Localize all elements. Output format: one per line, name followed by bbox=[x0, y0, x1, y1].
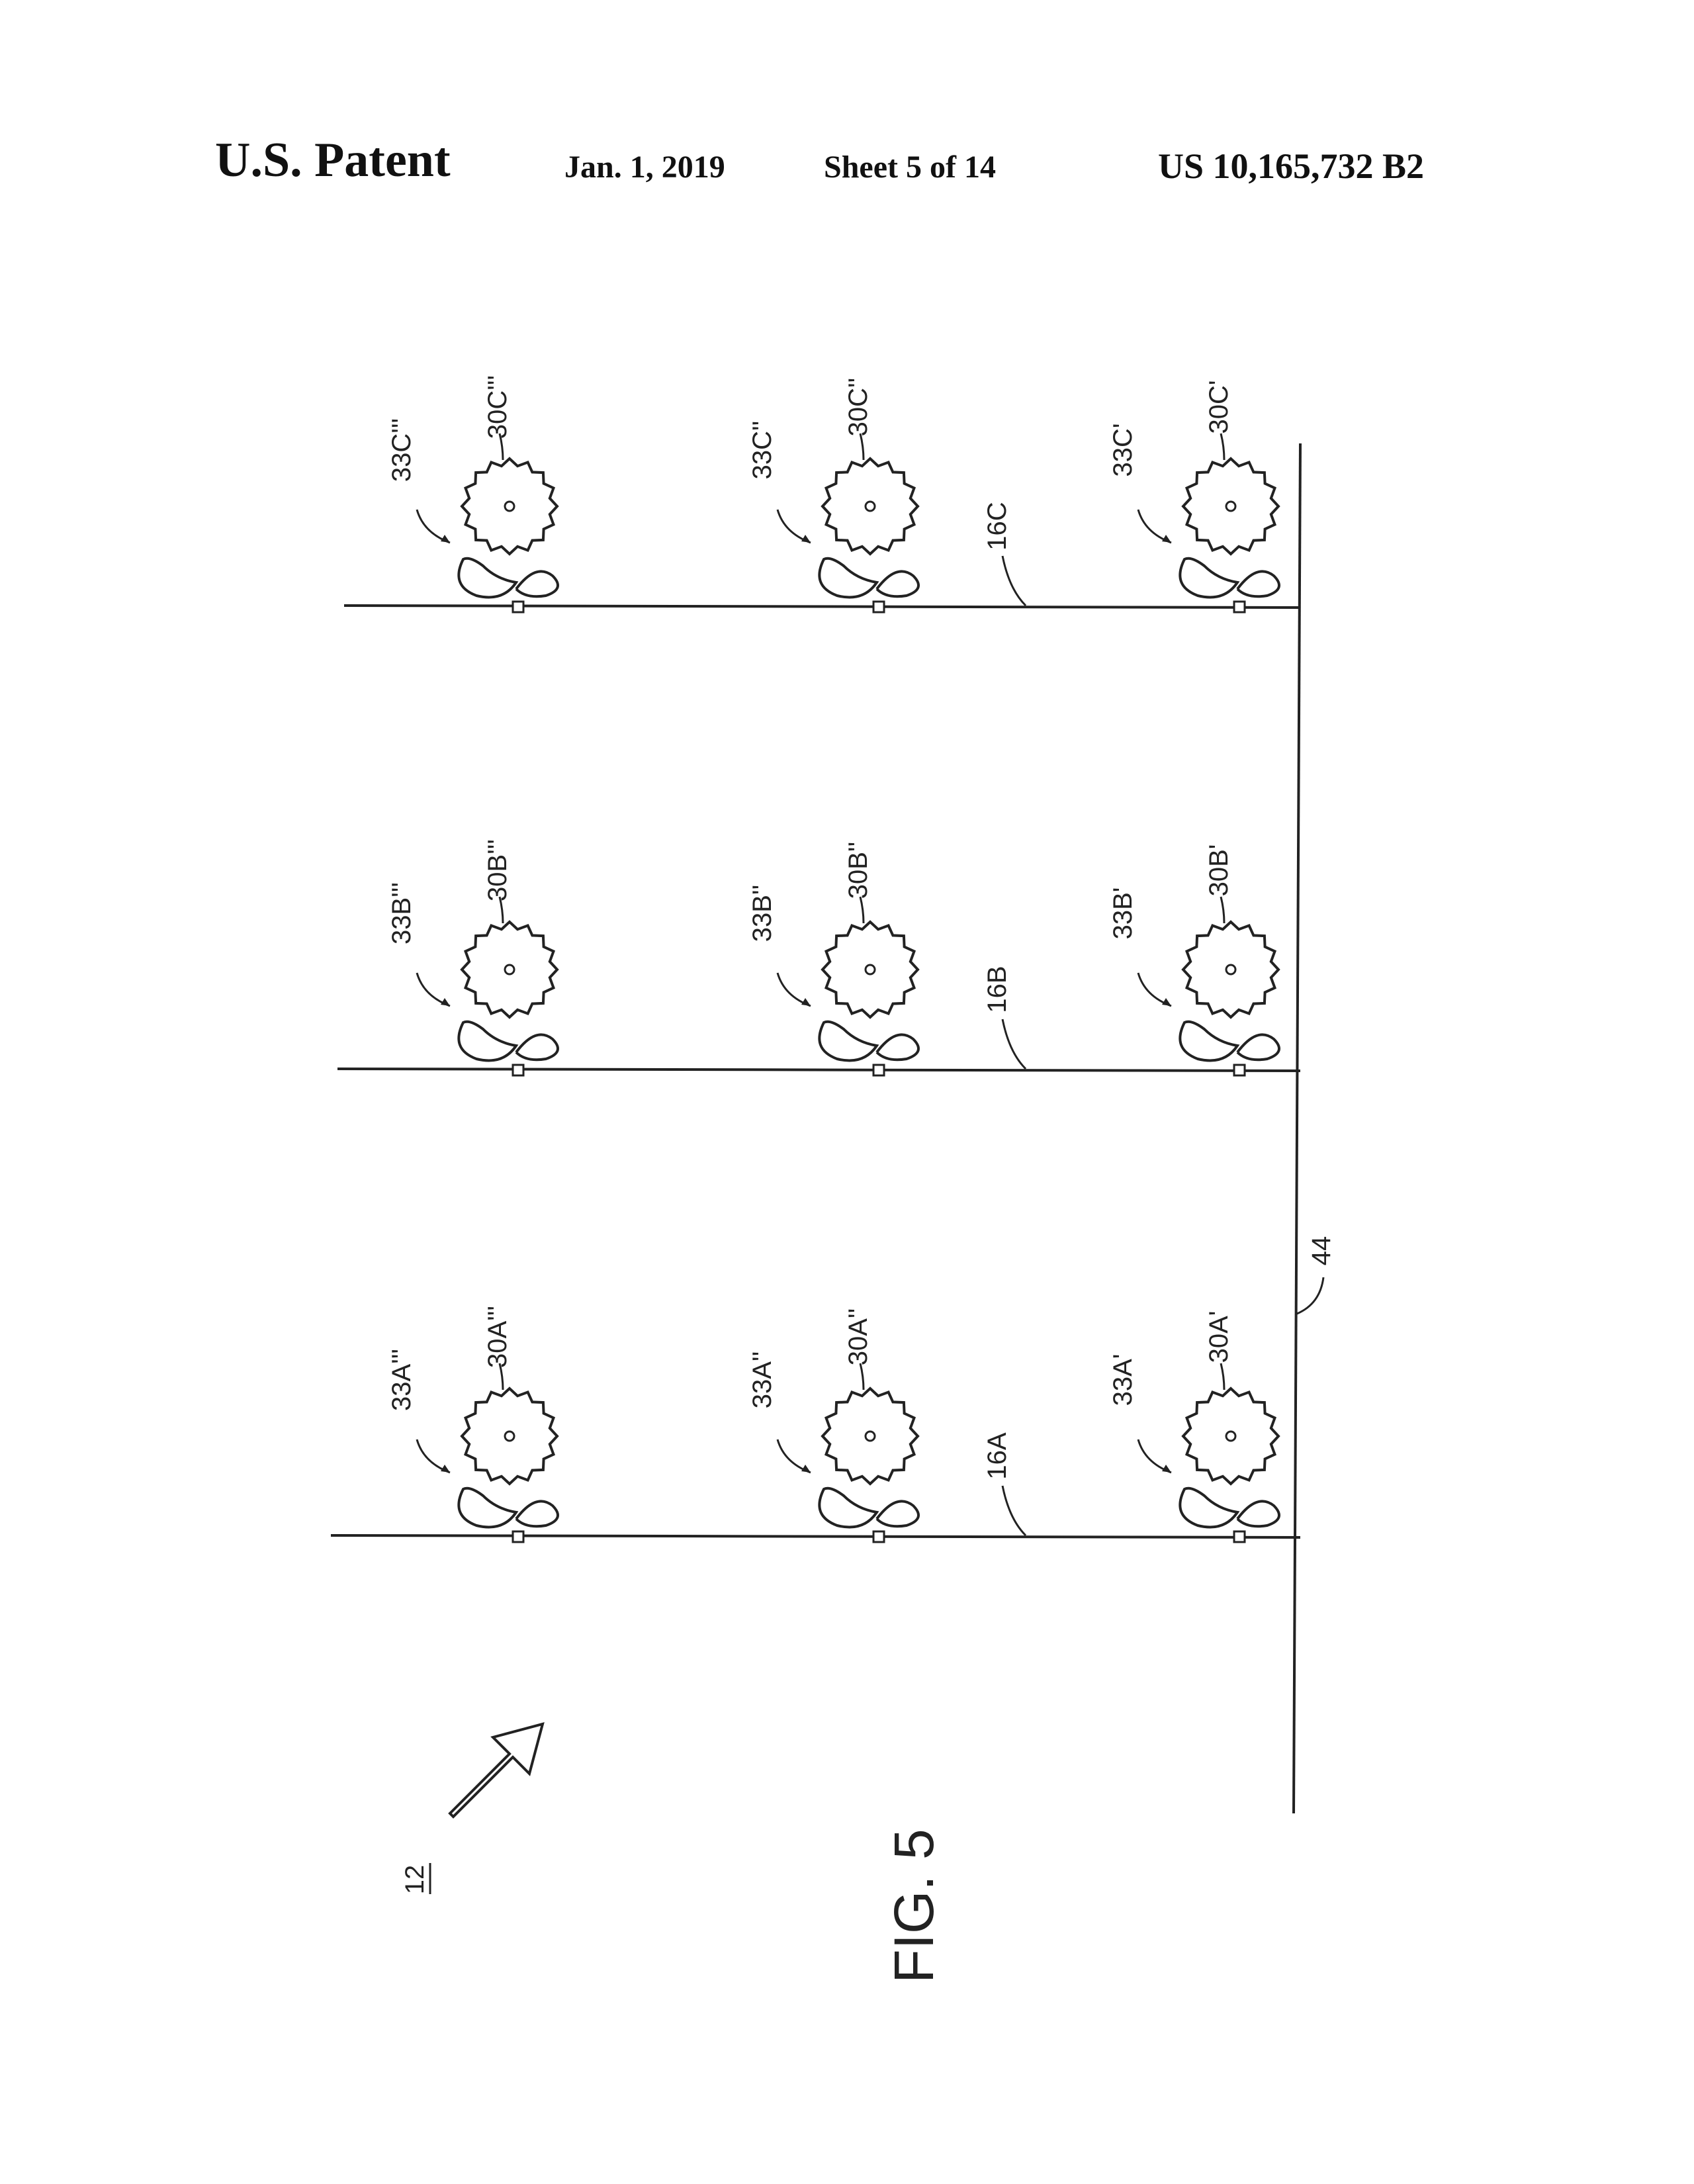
line-ref-label: 16C bbox=[983, 502, 1012, 550]
gear-hub bbox=[1226, 1432, 1235, 1441]
branch-line bbox=[337, 1069, 1300, 1071]
gear-label: 30C' bbox=[1204, 380, 1233, 433]
gear-hub bbox=[1226, 965, 1235, 974]
gear-label: 30A' bbox=[1204, 1311, 1233, 1363]
clip-shape bbox=[1180, 559, 1237, 598]
gear-icon bbox=[1183, 922, 1278, 1017]
branch-line bbox=[331, 1535, 1300, 1537]
connector bbox=[873, 1531, 884, 1542]
loop-shape bbox=[1237, 1034, 1279, 1060]
line-ref-leader bbox=[1003, 556, 1026, 606]
connector bbox=[1234, 1065, 1245, 1075]
gear-leader bbox=[1221, 1363, 1224, 1390]
connector bbox=[513, 1065, 523, 1075]
clip-shape bbox=[1180, 1022, 1237, 1061]
loop-shape bbox=[877, 1034, 918, 1060]
header-line-ref-leader bbox=[1297, 1277, 1323, 1314]
gear-leader bbox=[1221, 897, 1224, 923]
clip-label: 33A''' bbox=[387, 1349, 416, 1411]
header-line bbox=[1294, 443, 1300, 1813]
figure-caption: FIG. 5 bbox=[883, 1829, 945, 1983]
clip-label: 33A' bbox=[1108, 1354, 1137, 1406]
gear-label: 30A''' bbox=[483, 1306, 512, 1368]
gear-hub bbox=[866, 965, 875, 974]
gear-hub bbox=[1226, 502, 1235, 511]
gear-icon bbox=[462, 1388, 557, 1484]
loop-shape bbox=[1237, 571, 1279, 596]
gear-label: 30A'' bbox=[844, 1308, 873, 1365]
loop-shape bbox=[516, 571, 558, 596]
gear-icon bbox=[1183, 459, 1278, 554]
loop-shape bbox=[877, 1501, 918, 1526]
clip-shape bbox=[459, 1022, 516, 1061]
connector bbox=[1234, 602, 1245, 612]
line-ref-leader bbox=[1003, 1019, 1026, 1069]
emitter-unit bbox=[459, 459, 558, 612]
clip-label: 33B'' bbox=[748, 885, 777, 942]
line-ref-leader bbox=[1003, 1486, 1026, 1535]
loop-shape bbox=[516, 1034, 558, 1060]
gear-leader bbox=[1221, 433, 1224, 460]
connector bbox=[873, 602, 884, 612]
gear-label: 30C''' bbox=[483, 375, 512, 439]
emitter-unit bbox=[459, 922, 558, 1075]
assembly-ref-label: 12 bbox=[400, 1865, 429, 1895]
emitter-unit bbox=[819, 1388, 918, 1542]
gear-leader bbox=[860, 1363, 864, 1390]
clip-label: 33A'' bbox=[748, 1351, 777, 1408]
gear-label: 30B''' bbox=[483, 839, 512, 901]
line-ref-label: 16A bbox=[983, 1432, 1012, 1479]
gear-hub bbox=[505, 965, 514, 974]
gear-leader bbox=[860, 897, 864, 923]
emitter-unit bbox=[459, 1388, 558, 1542]
clip-shape bbox=[819, 1022, 877, 1061]
emitter-unit bbox=[1180, 922, 1279, 1075]
gear-icon bbox=[1183, 1388, 1278, 1484]
gear-hub bbox=[866, 1432, 875, 1441]
clip-shape bbox=[819, 559, 877, 598]
emitter-unit bbox=[819, 459, 918, 612]
gear-icon bbox=[823, 922, 918, 1017]
clip-label: 33B' bbox=[1108, 887, 1137, 940]
clip-shape bbox=[1180, 1488, 1237, 1527]
gear-label: 30B' bbox=[1204, 844, 1233, 897]
clip-shape bbox=[459, 559, 516, 598]
clip-label: 33B''' bbox=[387, 882, 416, 944]
loop-shape bbox=[1237, 1501, 1279, 1526]
emitter-unit bbox=[1180, 459, 1279, 612]
clip-label: 33C' bbox=[1108, 423, 1137, 477]
connector bbox=[513, 602, 523, 612]
clip-shape bbox=[459, 1488, 516, 1527]
header-line-ref-label: 44 bbox=[1307, 1236, 1336, 1266]
loop-shape bbox=[516, 1501, 558, 1526]
gear-icon bbox=[823, 459, 918, 554]
connector bbox=[873, 1065, 884, 1075]
gear-icon bbox=[462, 459, 557, 554]
gear-label: 30B'' bbox=[844, 842, 873, 899]
emitter-unit bbox=[819, 922, 918, 1075]
gear-icon bbox=[823, 1388, 918, 1484]
branch-line bbox=[344, 606, 1300, 608]
clip-label: 33C''' bbox=[387, 418, 416, 482]
gear-leader bbox=[860, 433, 864, 460]
loop-shape bbox=[877, 571, 918, 596]
gear-hub bbox=[505, 502, 514, 511]
connector bbox=[513, 1531, 523, 1542]
emitter-unit bbox=[1180, 1388, 1279, 1542]
gear-icon bbox=[462, 922, 557, 1017]
gear-hub bbox=[866, 502, 875, 511]
line-ref-label: 16B bbox=[983, 966, 1012, 1013]
gear-hub bbox=[505, 1432, 514, 1441]
flow-arrow-icon bbox=[450, 1724, 543, 1817]
clip-shape bbox=[819, 1488, 877, 1527]
gear-label: 30C'' bbox=[844, 378, 873, 437]
connector bbox=[1234, 1531, 1245, 1542]
clip-label: 33C'' bbox=[748, 421, 777, 480]
